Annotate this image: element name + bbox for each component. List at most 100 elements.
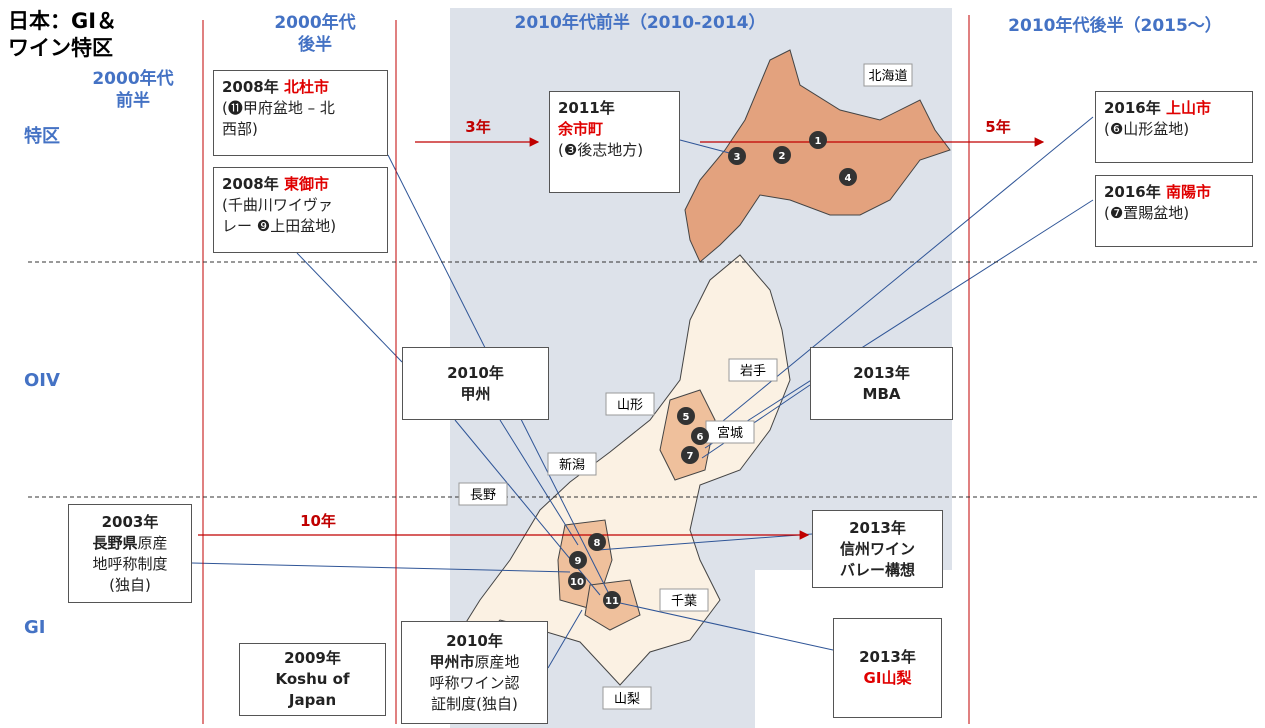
box-line: 呼称ワイン認 <box>410 673 539 694</box>
box-line: (独自) <box>77 575 183 596</box>
column-header: 2010年代後半（2015〜） <box>980 15 1250 37</box>
column-header: 2000年代 後半 <box>260 12 370 56</box>
box-text: 2010年 <box>447 363 504 382</box>
box-text: 甲州 <box>460 384 491 403</box>
box-line: 2013年 <box>842 647 933 668</box>
map-label-box <box>605 392 655 416</box>
box-text: (❼置賜盆地) <box>1104 204 1190 222</box>
map-label-box <box>659 588 709 612</box>
arrows <box>198 137 1045 540</box>
box-line: 2008年 北杜市 <box>222 77 379 98</box>
connector <box>701 384 811 459</box>
box-text: 甲州市 <box>429 652 475 671</box>
box-line: (❼置賜盆地) <box>1104 203 1244 224</box>
box-line: (千曲川ワイヴァ <box>222 195 379 216</box>
box-line: 2009年 <box>248 648 377 669</box>
map-marker <box>568 572 586 590</box>
row-label: OIV <box>24 370 60 391</box>
box-text: Japan <box>288 691 337 709</box>
map-marker <box>809 131 827 149</box>
map-marker-label: 7 <box>687 451 694 462</box>
connector <box>499 419 579 546</box>
box-line: 余市町 <box>558 119 671 140</box>
map-label-box <box>458 482 508 506</box>
box-text: 2016年 <box>1104 99 1166 117</box>
text-box: 2003年 長野県原産 地呼称制度 (独自) <box>68 504 192 603</box>
map-label: 山梨 <box>614 692 640 707</box>
map-label: 千葉 <box>671 594 697 609</box>
map-label: 山形 <box>617 398 643 413</box>
box-line: レー ❾上田盆地) <box>222 216 379 237</box>
box-line: 信州ワイン <box>821 539 934 560</box>
box-line: (❸後志地方) <box>558 140 671 161</box>
map-marker-label: 1 <box>815 136 822 147</box>
arrow-labels: 3年 5年 10年 <box>300 118 1011 530</box>
title-line: ワイン特区 <box>8 36 113 60</box>
box-text: 2008年 <box>222 175 284 193</box>
box-line: 2008年 東御市 <box>222 174 379 195</box>
map-marker-label: 9 <box>575 556 582 567</box>
connector <box>191 562 571 573</box>
box-text: レー ❾上田盆地) <box>222 217 337 235</box>
box-text: 2011年 <box>558 99 615 117</box>
text-box: 2013年 MBA <box>810 347 953 420</box>
box-text: (千曲川ワイヴァ <box>222 196 333 214</box>
box-text: 原産 <box>137 533 168 552</box>
box-text: 2009年 <box>284 649 341 667</box>
row-label: 特区 <box>24 126 60 147</box>
column-header-line: 2010年代前半（2010-2014） <box>514 13 766 33</box>
text-box: 2013年 信州ワイン バレー構想 <box>812 510 943 588</box>
text-box: 2010年 甲州市原産地 呼称ワイン認 証制度(独自) <box>401 621 548 724</box>
box-line: 2016年 南陽市 <box>1104 182 1244 203</box>
box-line: Koshu of <box>248 669 377 690</box>
box-text: 北杜市 <box>283 78 329 96</box>
honshu <box>454 254 791 686</box>
connector <box>547 609 583 669</box>
box-line: (⓫甲府盆地 – 北 <box>222 98 379 119</box>
map-marker <box>691 427 709 445</box>
box-line: Japan <box>248 690 377 711</box>
map-label-box <box>602 686 652 710</box>
box-text: 2013年 <box>859 648 916 666</box>
box-text: 信州ワイン <box>839 539 915 558</box>
map-marker <box>839 168 857 186</box>
box-line: バレー構想 <box>821 560 934 581</box>
text-box: 2013年 GI山梨 <box>833 618 942 718</box>
map-marker-label: 3 <box>734 152 741 163</box>
map-label-box <box>863 63 913 87</box>
arrow-label: 10年 <box>300 512 336 530</box>
box-text: 証制度(独自) <box>431 694 518 713</box>
column-header-line: 2000年代 <box>274 13 356 33</box>
map-marker-label: 10 <box>570 577 584 588</box>
column-header-line: 前半 <box>116 91 150 111</box>
map-marker-label: 5 <box>683 412 690 423</box>
arrow-label: 3年 <box>465 118 490 136</box>
box-line: 証制度(独自) <box>410 694 539 715</box>
connector <box>619 602 834 651</box>
connector <box>679 139 738 156</box>
map-marker-label: 11 <box>605 596 619 607</box>
column-header-line: 2000年代 <box>92 69 174 89</box>
title: 日本：GI＆ ワイン特区 <box>8 8 117 62</box>
box-line: 甲州 <box>411 384 540 405</box>
box-text: 2010年 <box>446 631 503 650</box>
connector <box>296 252 403 363</box>
box-text: 東御市 <box>283 175 329 193</box>
map-marker <box>773 146 791 164</box>
map-label: 北海道 <box>868 69 907 84</box>
column-header: 2000年代 前半 <box>78 68 188 112</box>
box-line: 長野県原産 <box>77 533 183 554</box>
map-marker <box>603 591 621 609</box>
text-box: 2010年甲州 <box>402 347 549 420</box>
box-text: 南陽市 <box>1165 183 1211 201</box>
map-marker <box>569 551 587 569</box>
map-marker-label: 6 <box>697 432 704 443</box>
map-marker <box>677 407 695 425</box>
box-text: 余市町 <box>558 120 604 138</box>
row-label: GI <box>24 617 46 638</box>
text-box: 2016年 上山市 (❻山形盆地) <box>1095 91 1253 163</box>
box-line: 西部) <box>222 119 379 140</box>
text-box: 2011年余市町 (❸後志地方) <box>549 91 680 193</box>
map-marker <box>588 533 606 551</box>
